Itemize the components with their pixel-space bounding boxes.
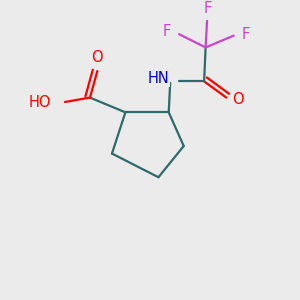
Text: F: F	[242, 27, 250, 42]
Text: F: F	[203, 1, 212, 16]
Text: O: O	[232, 92, 244, 106]
Text: HN: HN	[148, 71, 169, 86]
Text: O: O	[92, 50, 103, 65]
Text: HO: HO	[29, 94, 52, 110]
Text: F: F	[163, 24, 171, 39]
